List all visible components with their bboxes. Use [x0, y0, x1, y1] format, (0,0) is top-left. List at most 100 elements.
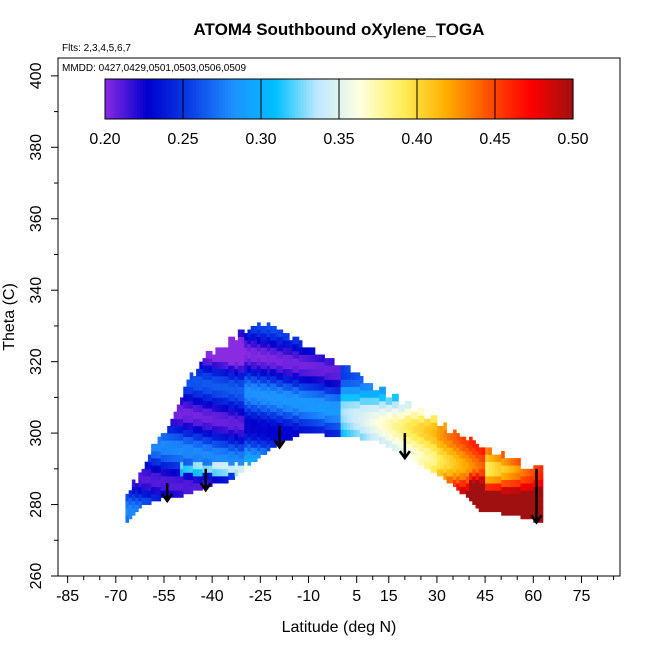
- curtain-cell: [366, 433, 370, 441]
- curtain-cell: [253, 425, 258, 434]
- curtain-cell: [430, 450, 435, 459]
- curtain-cell: [314, 361, 319, 370]
- curtain-cell: [257, 400, 261, 409]
- curtain-cell: [269, 333, 274, 341]
- curtain-cell: [314, 375, 319, 384]
- curtain-cell: [234, 383, 239, 391]
- curtain-cell: [138, 500, 142, 509]
- curtain-cell: [359, 375, 364, 384]
- curtain-cell: [350, 372, 354, 380]
- curtain-cell: [440, 454, 444, 463]
- curtain-cell: [433, 415, 438, 423]
- colorbar-swatch: [213, 79, 217, 119]
- curtain-cell: [273, 425, 277, 434]
- curtain-cell: [192, 433, 197, 441]
- curtain-cell: [163, 433, 168, 441]
- curtain-cell: [241, 429, 245, 438]
- curtain-cell: [163, 475, 168, 484]
- colorbar-swatch: [438, 79, 442, 119]
- colorbar-swatch: [324, 79, 328, 119]
- curtain-cell: [244, 425, 248, 434]
- curtain-cell: [446, 461, 451, 470]
- curtain-cell: [353, 386, 358, 395]
- curtain-cell: [234, 461, 239, 470]
- curtain-cell: [305, 411, 309, 420]
- curtain-cell: [305, 368, 309, 377]
- curtain-cell: [363, 404, 367, 413]
- curtain-cell: [205, 443, 210, 452]
- colorbar-swatch: [242, 79, 246, 119]
- curtain-cell: [433, 436, 438, 445]
- curtain-cell: [125, 493, 130, 502]
- curtain-cell: [244, 368, 248, 377]
- curtain-cell: [472, 454, 476, 463]
- curtain-cell: [199, 368, 203, 377]
- curtain-cell: [144, 475, 149, 484]
- curtain-cell: [337, 422, 341, 430]
- curtain-cell: [295, 400, 300, 409]
- colorbar-swatch: [520, 79, 524, 119]
- curtain-cell: [208, 472, 213, 480]
- curtain-cell: [276, 365, 280, 373]
- curtain-cell: [514, 493, 518, 502]
- curtain-cell: [485, 454, 489, 463]
- curtain-cell: [417, 408, 422, 416]
- curtain-cell: [186, 458, 191, 466]
- curtain-cell: [363, 383, 367, 391]
- curtain-cell: [237, 400, 242, 409]
- curtain-cell: [507, 486, 512, 495]
- curtain-cell: [324, 400, 329, 409]
- curtain-cell: [440, 433, 444, 441]
- colorbar-swatch: [377, 79, 381, 119]
- curtain-cell: [163, 454, 168, 463]
- curtain-cell: [237, 408, 242, 416]
- curtain-cell: [453, 472, 457, 480]
- curtain-cell: [289, 418, 293, 427]
- curtain-cell: [224, 368, 229, 377]
- curtain-cell: [257, 372, 261, 380]
- curtain-cell: [186, 408, 191, 416]
- curtain-cell: [205, 458, 210, 466]
- curtain-cell: [266, 408, 271, 416]
- curtain-cell: [180, 468, 184, 477]
- curtain-cell: [208, 415, 213, 423]
- curtain-cell: [469, 493, 473, 502]
- colorbar-swatch: [514, 79, 519, 119]
- curtain-cell: [244, 333, 248, 341]
- curtain-cell: [475, 450, 480, 459]
- curtain-cell: [497, 490, 502, 498]
- curtain-cell: [504, 486, 508, 495]
- curtain-cell: [273, 325, 277, 334]
- curtain-cell: [205, 408, 210, 416]
- curtain-cell: [231, 372, 236, 380]
- curtain-cell: [391, 415, 396, 423]
- curtain-cell: [420, 415, 425, 423]
- colorbar-swatch: [198, 79, 203, 119]
- curtain-cell: [302, 375, 306, 384]
- curtain-cell: [395, 443, 399, 452]
- curtain-cell: [475, 458, 480, 466]
- curtain-cell: [269, 397, 274, 405]
- curtain-cell: [481, 468, 486, 477]
- curtain-cell: [359, 425, 364, 434]
- curtain-cell: [205, 379, 210, 388]
- colorbar-swatch: [344, 79, 349, 119]
- curtain-cell: [286, 333, 290, 341]
- curtain-cell: [504, 493, 508, 502]
- curtain-cell: [459, 486, 464, 495]
- curtain-cell: [276, 343, 280, 352]
- curtain-cell: [430, 465, 435, 473]
- curtain-cell: [276, 372, 280, 380]
- curtain-cell: [414, 425, 419, 434]
- curtain-cell: [199, 411, 203, 420]
- curtain-cell: [282, 390, 287, 398]
- curtain-cell: [443, 465, 447, 473]
- curtain-cell: [311, 347, 316, 355]
- curtain-cell: [330, 358, 335, 366]
- curtain-cell: [491, 497, 496, 505]
- colorbar-swatch: [382, 79, 387, 119]
- curtain-cell: [539, 493, 544, 502]
- curtain-cell: [224, 447, 229, 455]
- curtain-cell: [475, 486, 480, 495]
- profile-markers: [161, 425, 543, 525]
